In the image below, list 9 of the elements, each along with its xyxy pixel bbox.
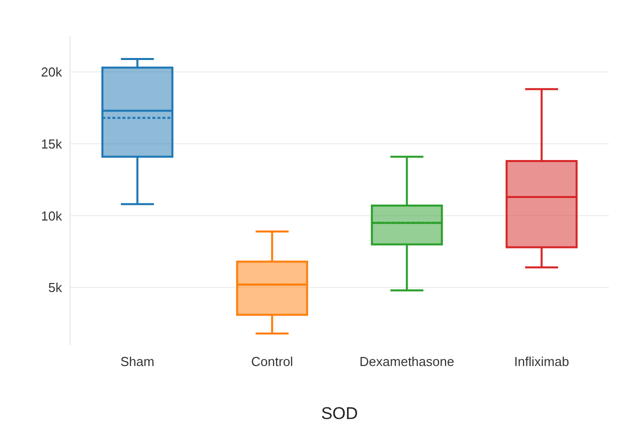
x-tick-label: Sham [120,354,154,370]
y-tick-label: 5k [48,280,62,296]
x-axis-title: SOD [321,404,358,423]
x-tick-label: Control [251,354,294,370]
y-tick-label: 10k [41,208,62,224]
x-tick-label: Dexamethasone [360,354,454,370]
y-tick-label: 20k [41,64,62,80]
y-tick-label: 15k [41,136,62,152]
x-tick-label: Infliximab [514,354,570,370]
